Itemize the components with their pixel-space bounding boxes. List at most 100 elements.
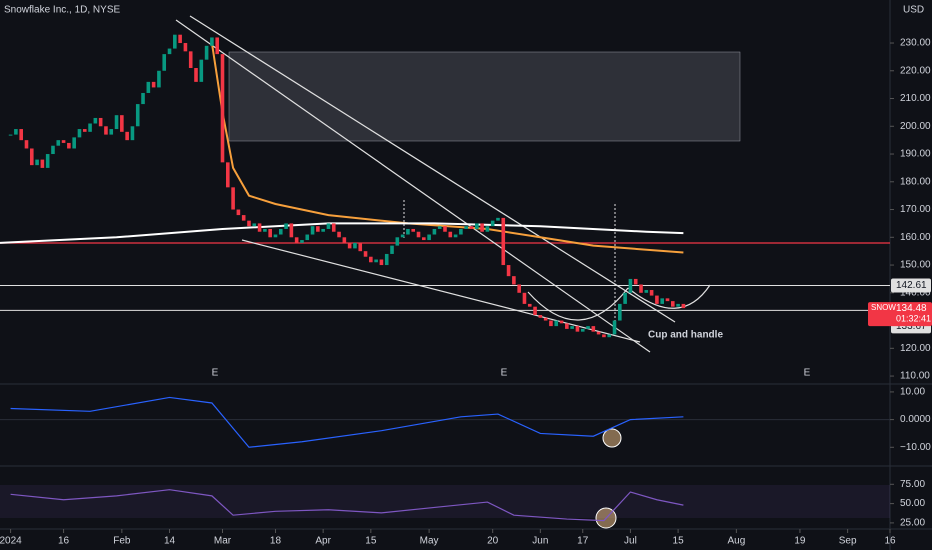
y-tick-label: 190.00 — [900, 149, 931, 160]
y-tick-label: 210.00 — [900, 93, 931, 104]
highlight-circle — [602, 428, 622, 448]
candle — [496, 217, 500, 221]
candle — [533, 306, 537, 316]
candle — [522, 292, 527, 304]
candle — [29, 148, 34, 166]
candle — [236, 209, 241, 216]
candle — [406, 228, 410, 235]
candle — [469, 226, 474, 229]
candle — [294, 237, 299, 243]
candle — [427, 234, 431, 241]
candle — [215, 37, 220, 55]
candle — [82, 129, 87, 132]
candle — [98, 117, 103, 127]
candle — [300, 240, 304, 243]
candle — [570, 326, 574, 329]
x-tick-label: 2024 — [0, 536, 22, 547]
candle — [19, 129, 23, 141]
candle — [188, 51, 193, 68]
candle — [194, 67, 198, 82]
chart-title: Snowflake Inc., 1D, NYSE — [4, 5, 120, 16]
handle-arc — [627, 284, 711, 309]
rsi-line — [10, 489, 684, 522]
candle — [549, 320, 553, 327]
x-tick-label: 16 — [884, 536, 896, 547]
candle — [437, 226, 442, 229]
candle — [390, 245, 394, 254]
candle — [24, 140, 29, 149]
y-tick-label: 200.00 — [900, 121, 931, 132]
candle — [655, 295, 659, 304]
candle — [432, 228, 437, 235]
candle — [612, 320, 617, 335]
candle — [45, 154, 50, 168]
candle — [586, 326, 590, 329]
candle — [93, 117, 98, 124]
candle — [602, 334, 606, 338]
moving-average — [210, 42, 684, 254]
y-tick-label: 150.00 — [900, 260, 931, 271]
level-label-box — [891, 278, 931, 293]
last-price: 134.48 — [896, 303, 927, 314]
candle — [67, 142, 71, 149]
x-tick-label: Jun — [532, 536, 548, 547]
candle — [538, 315, 543, 318]
trend-line — [189, 15, 676, 323]
candle — [543, 317, 548, 321]
x-tick-label: 15 — [673, 536, 685, 547]
x-tick-label: 14 — [164, 536, 176, 547]
candle — [157, 70, 161, 88]
candle — [422, 237, 426, 241]
candle — [56, 140, 61, 146]
y-tick-label: 180.00 — [900, 176, 931, 187]
candle — [358, 242, 363, 252]
x-tick-label: Apr — [315, 536, 331, 547]
candle — [104, 126, 108, 135]
candle — [326, 223, 331, 229]
candle — [512, 276, 516, 285]
candle — [618, 303, 622, 321]
candle — [575, 326, 580, 332]
candle — [178, 34, 182, 44]
x-tick-label: 16 — [58, 536, 70, 547]
candle — [135, 104, 140, 127]
y-tick-label: 50.00 — [900, 498, 925, 509]
candle — [278, 228, 283, 235]
candle — [8, 134, 13, 136]
candle — [310, 226, 315, 235]
x-tick-label: May — [420, 536, 439, 547]
x-tick-label: 20 — [487, 536, 499, 547]
currency-label: USD — [903, 5, 924, 16]
candle — [220, 54, 225, 163]
candle — [347, 242, 352, 249]
candle — [151, 81, 156, 88]
moving-average — [0, 222, 684, 244]
candle — [607, 334, 612, 338]
candle — [331, 223, 336, 232]
x-tick-label: Sep — [839, 536, 857, 547]
candle — [61, 140, 66, 143]
candle — [342, 237, 347, 243]
candle — [374, 259, 378, 263]
zone-box — [228, 51, 741, 142]
candle — [660, 298, 665, 304]
candle — [623, 292, 627, 304]
level-label: 133.67 — [896, 321, 927, 332]
candle — [485, 226, 490, 232]
x-tick-label: Feb — [113, 536, 131, 547]
candle — [596, 331, 601, 335]
candle — [384, 253, 389, 266]
candle — [633, 278, 638, 285]
candle — [676, 303, 680, 307]
x-tick-label: 18 — [270, 536, 282, 547]
x-tick-label: 19 — [794, 536, 806, 547]
earnings-marker: E — [212, 368, 219, 379]
candle — [670, 301, 675, 307]
candle — [644, 290, 649, 293]
y-tick-label: 120.00 — [900, 343, 931, 354]
candle — [369, 256, 373, 263]
candle — [416, 231, 421, 238]
y-tick-label: 25.00 — [900, 518, 925, 529]
candle — [252, 223, 257, 227]
